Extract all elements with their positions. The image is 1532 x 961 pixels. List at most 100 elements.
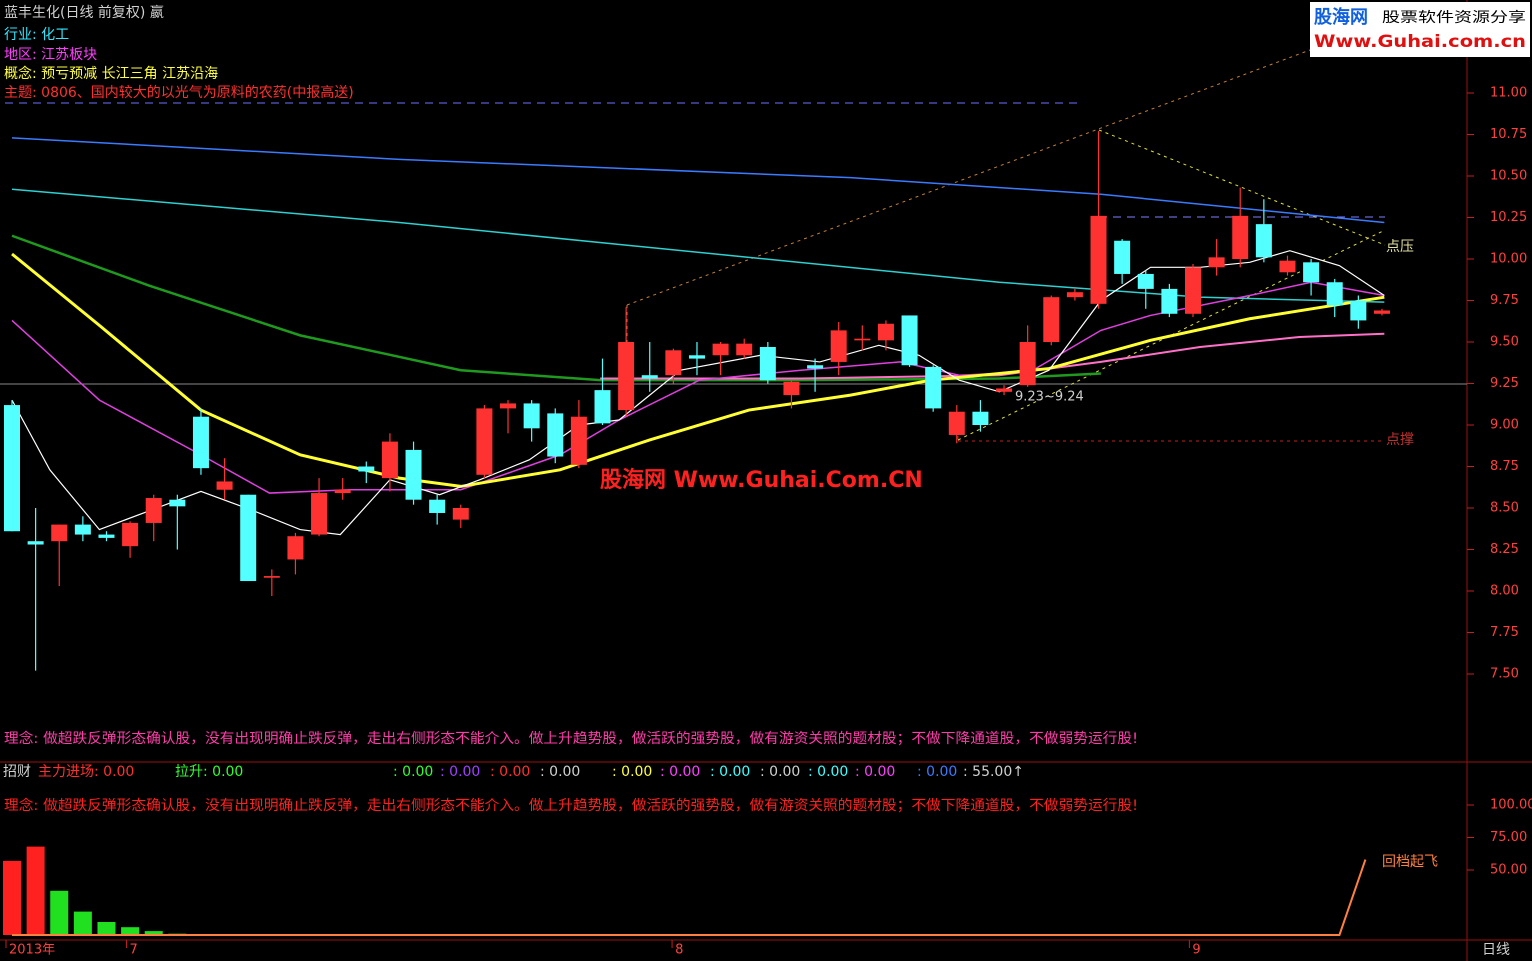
candle-body: [169, 499, 186, 507]
candle-body: [429, 499, 446, 513]
indicator-value: : 0.00: [760, 764, 800, 780]
signal-label: 回档起飞: [1382, 854, 1438, 870]
candle-body: [263, 576, 280, 578]
candle-body: [287, 536, 304, 560]
candle-body: [381, 441, 398, 479]
y-tick-label: 8.50: [1490, 501, 1519, 516]
candle-body: [972, 411, 989, 425]
y-tick-label: 8.75: [1490, 459, 1519, 474]
candle-body: [1185, 267, 1201, 314]
candle-body: [523, 403, 540, 429]
candle-body: [618, 342, 635, 411]
candle-body: [1019, 342, 1036, 386]
info-line: 行业: 化工: [4, 27, 69, 43]
indicator-value: : 0.00: [393, 764, 433, 780]
trend-line: [626, 49, 1311, 306]
candle-body: [1066, 292, 1083, 298]
candle-body: [74, 524, 91, 535]
period-label: 日线: [1482, 942, 1510, 958]
bar: [144, 931, 163, 935]
y-tick-label: 9.00: [1490, 418, 1519, 433]
candle-body: [334, 489, 351, 494]
ma-line: [11, 252, 1385, 488]
candle-body: [736, 343, 753, 356]
candle-body: [1114, 240, 1131, 274]
annotation: 点撑: [1386, 432, 1414, 448]
indicator-value: : 0.00: [917, 764, 957, 780]
indicator-value: : 0.00: [660, 764, 700, 780]
indicator-value: : 0.00: [855, 764, 895, 780]
candle-body: [1161, 288, 1178, 314]
candle-body: [405, 449, 422, 500]
candle-body: [1303, 262, 1320, 283]
candle-body: [1232, 215, 1249, 259]
ma-line: [600, 332, 1385, 380]
bar: [97, 922, 116, 935]
annotation: 9.23~9.24: [1015, 390, 1084, 405]
y-tick-label: 9.50: [1490, 335, 1519, 350]
candle-body: [783, 381, 800, 396]
candle-body: [1208, 257, 1225, 268]
bar: [26, 846, 45, 935]
y-tick-label: 7.75: [1490, 625, 1519, 640]
y-tick-label: 8.25: [1490, 542, 1519, 557]
note: 理念: 做超跌反弹形态确认股，没有出现明确止跌反弹，走出右侧形态不能介入。做上升…: [4, 797, 1138, 814]
candle-body: [901, 315, 918, 366]
x-tick-label: 9: [1192, 943, 1200, 958]
x-tick-label: 2013年: [9, 943, 55, 958]
candle-body: [665, 350, 682, 376]
indicator-value: 主力进场: 0.00: [38, 764, 134, 780]
bar: [73, 911, 92, 935]
ma-line: [11, 137, 1385, 224]
watermark: 股海网 Www.Guhai.Com.CN: [600, 467, 923, 493]
bar: [121, 927, 140, 935]
y-tick-label: 75.00: [1490, 830, 1527, 845]
y-tick-label: 9.25: [1490, 376, 1519, 391]
candle-body: [452, 508, 469, 520]
y-tick-label: 10.25: [1490, 210, 1527, 225]
candle-body: [1373, 310, 1390, 314]
chart-title: 蓝丰生化(日线 前复权) 嬴: [4, 4, 164, 21]
info-line: 概念: 预亏预减 长江三角 江苏沿海: [4, 65, 218, 82]
bar: [50, 890, 69, 935]
candle-body: [4, 405, 20, 532]
candle-body: [547, 413, 564, 457]
indicator-value: 拉升: 0.00: [175, 764, 243, 780]
candle-body: [641, 375, 658, 379]
indicator-value: : 0.00: [710, 764, 750, 780]
candle-body: [311, 493, 328, 535]
candle-body: [192, 416, 209, 469]
candle-body: [240, 494, 257, 582]
indicator-name: 招财: [3, 764, 31, 780]
candle-body: [854, 338, 871, 341]
candle-body: [688, 355, 705, 359]
y-tick-label: 10.00: [1490, 252, 1527, 267]
logo-name: 股海网: [1313, 6, 1368, 28]
candle-body: [570, 416, 587, 465]
candle-body: [476, 408, 493, 475]
candle-body: [500, 403, 517, 409]
indicator-value: : 0.00: [490, 764, 530, 780]
candle-body: [1137, 273, 1154, 289]
candle-body: [925, 366, 942, 409]
candle-body: [1043, 297, 1060, 342]
candle-body: [1090, 215, 1107, 304]
candle-body: [51, 524, 68, 542]
candle-body: [759, 346, 776, 381]
indicator-value: : 0.00: [612, 764, 652, 780]
y-tick-label: 10.50: [1490, 169, 1527, 184]
x-tick-label: 7: [129, 943, 137, 958]
trend-line: [1098, 129, 1386, 246]
candle-body: [145, 498, 162, 523]
info-line: 主题: 0806、国内较大的以光气为原料的农药(中报高送): [4, 84, 354, 101]
candle-body: [216, 481, 233, 490]
y-tick-label: 8.00: [1490, 584, 1519, 599]
y-tick-label: 50.00: [1490, 863, 1527, 878]
candle-body: [996, 388, 1013, 392]
y-tick-label: 100.00: [1490, 798, 1532, 813]
trend-line: [957, 229, 1386, 441]
indicator-value: : 0.00: [808, 764, 848, 780]
